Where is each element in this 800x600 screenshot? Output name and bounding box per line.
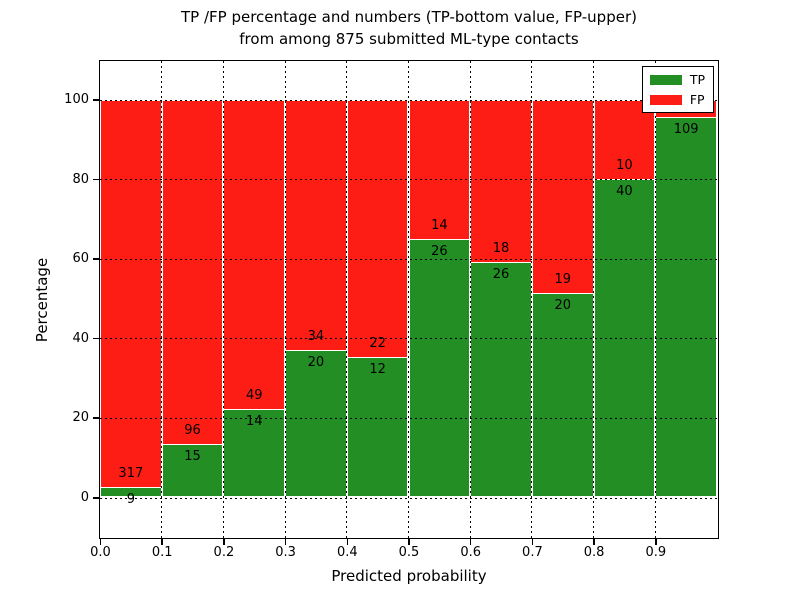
tp-swatch-icon [649,74,682,85]
fp-swatch-icon [649,94,682,105]
x-tick-mark [408,539,410,545]
tp-count-label: 9 [126,491,135,507]
legend-item-tp: TP [649,72,705,87]
tp-bar-segment [470,262,532,498]
x-tick-mark [531,539,534,545]
legend: TP FP [641,66,714,113]
legend-item-fp: FP [649,92,705,107]
tp-count-label: 26 [431,243,448,259]
x-tick-label-0.3: 0.3 [275,545,296,560]
x-tick-label-0.2: 0.2 [213,545,235,560]
fp-bar-segment [531,99,594,294]
fp-count-label: 34 [307,329,325,345]
bar-bin-0.2 [223,99,286,498]
fp-bar-segment [346,99,409,358]
fp-bar-segment [100,99,162,487]
x-tick-mark [469,539,472,545]
fp-bar-segment [470,99,532,263]
fp-count-label: 18 [492,241,510,257]
legend-label-tp: TP [689,72,705,87]
tp-bar-segment [655,116,717,498]
bar-bin-0.9 [655,99,717,498]
legend-label-fp: FP [689,92,705,107]
tp-count-label: 14 [245,414,263,430]
bar-bin-0.4 [346,99,409,498]
fp-bar-segment [285,99,347,351]
tp-count-label: 12 [369,362,386,378]
y-tick-mark [93,178,99,181]
fp-count-label: 22 [369,336,386,352]
tp-count-label: 109 [673,121,699,137]
tp-bar-segment [346,357,409,498]
x-tick-mark [346,539,349,545]
y-tick-mark [93,99,99,101]
tp-bar-segment [161,443,224,498]
bar-bin-0.3 [285,99,347,498]
x-tick-mark [655,539,657,545]
fp-count-label: 317 [118,465,144,481]
chart-title: TP /FP percentage and numbers (TP-bottom… [99,6,719,50]
tp-count-label: 40 [616,184,633,200]
bar-bin-0.8 [593,99,656,498]
y-tick-label-0: 0 [80,490,89,505]
y-axis-label: Percentage [33,257,51,343]
h-gridline-0 [100,497,718,499]
bar-bin-0.6 [470,99,532,498]
y-tick-mark [93,258,99,260]
fp-count-label: 14 [431,217,448,233]
tp-bar-segment [408,238,471,498]
chart-title-line1: TP /FP percentage and numbers (TP-bottom… [181,8,637,26]
fp-count-label: 96 [184,422,201,438]
y-tick-label-60: 60 [72,251,89,267]
x-tick-label-0.0: 0.0 [90,545,111,560]
fp-bar-segment [161,99,224,444]
tp-count-label: 20 [307,355,325,371]
x-tick-mark [223,539,225,545]
x-tick-label-0.7: 0.7 [522,545,543,560]
plot-area: TP FP 317 9 96 15 49 14 34 20 22 12 14 26 18 26 19 20 10… [99,60,719,539]
tp-bar-segment [531,293,594,498]
chart-title-line2: from among 875 submitted ML-type contact… [239,30,579,48]
tp-count-label: 15 [184,448,201,464]
x-tick-label-0.8: 0.8 [583,545,605,560]
x-tick-label-0.1: 0.1 [151,545,173,560]
fp-count-label: 10 [616,158,633,174]
bar-bin-0.0 [100,99,162,498]
y-tick-label-20: 20 [72,410,89,426]
y-tick-label-100: 100 [64,92,89,107]
x-tick-label-0.6: 0.6 [460,545,482,560]
bar-bin-0.1 [161,99,224,498]
fp-bar-segment [223,99,286,410]
y-tick-label-40: 40 [72,330,89,346]
y-tick-mark [93,497,99,499]
x-tick-mark [284,539,287,545]
fp-count-label: 19 [554,272,572,288]
tp-count-label: 26 [492,267,510,283]
x-axis-label: Predicted probability [331,567,487,585]
tp-count-label: 20 [554,298,572,314]
tp-bar-segment [593,179,656,498]
x-tick-mark [593,539,595,545]
x-tick-label-0.4: 0.4 [336,545,358,560]
x-tick-mark [161,539,163,545]
x-tick-label-0.9: 0.9 [645,545,667,560]
tp-bar-segment [285,350,347,498]
bar-bin-0.7 [531,99,594,498]
y-tick-mark [93,417,99,419]
y-tick-label-80: 80 [72,171,89,187]
x-tick-label-0.5: 0.5 [398,545,420,560]
bar-bin-0.5 [408,99,471,498]
y-tick-mark [93,337,99,340]
x-tick-mark [99,539,102,545]
fp-count-label: 49 [245,388,263,404]
